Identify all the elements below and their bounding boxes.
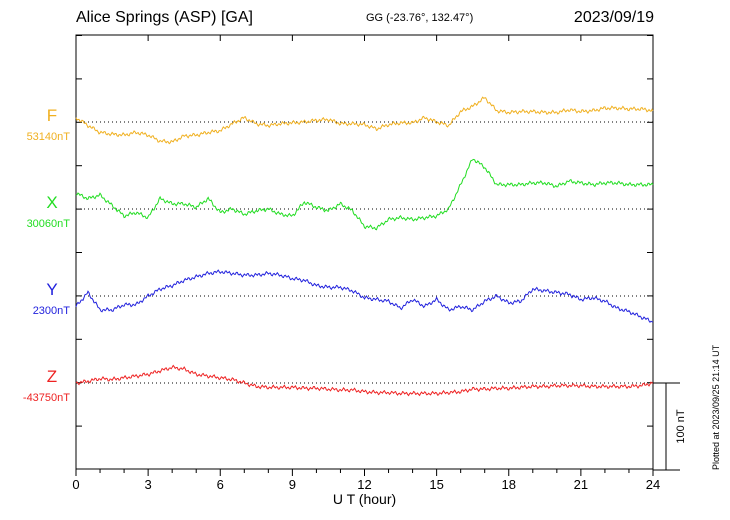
plot-border [75, 34, 654, 470]
x-axis: 0 3 6 9 12 15 18 21 24 U T (hour) [72, 477, 660, 507]
scale-bar-label: 100 nT [675, 409, 687, 444]
baseline-value-z: -43750nT [23, 392, 70, 404]
channel-label-x: X [46, 193, 57, 212]
plot-frame [75, 34, 654, 476]
x-tick-label: 6 [217, 477, 224, 492]
trace-f [75, 96, 654, 145]
channel-label-z: Z [47, 367, 57, 386]
x-tick-label: 12 [357, 477, 371, 492]
plotted-timestamp: Plotted at 2023/09/25 21:14 UT [711, 344, 721, 470]
x-tick-label: 0 [72, 477, 79, 492]
trace-z [75, 364, 653, 397]
channel-label-y: Y [46, 280, 57, 299]
channel-label-group: F 53140nT X 30060nT Y 2300nT Z -43750nT [23, 106, 70, 404]
station-title: Alice Springs (ASP) [GA] [76, 9, 253, 26]
trace-x [75, 158, 654, 231]
x-tick-label: 24 [646, 477, 660, 492]
x-tick-label: 21 [574, 477, 588, 492]
baseline-group [76, 121, 653, 384]
baseline-value-y: 2300nT [33, 305, 71, 317]
trace-group [75, 96, 654, 397]
channel-label-f: F [47, 106, 57, 125]
x-tick-label: 9 [289, 477, 296, 492]
x-tick-label: 3 [145, 477, 152, 492]
baseline-value-f: 53140nT [27, 131, 71, 143]
date-label: 2023/09/19 [573, 9, 654, 26]
baseline-value-x: 30060nT [27, 218, 71, 230]
geographic-coordinates: GG (-23.76°, 132.47°) [366, 12, 474, 24]
scale-bar: 100 nT [653, 382, 687, 471]
x-axis-title: U T (hour) [333, 491, 396, 507]
x-tick-label: 18 [502, 477, 516, 492]
x-tick-label: 15 [429, 477, 443, 492]
trace-y [75, 269, 654, 323]
